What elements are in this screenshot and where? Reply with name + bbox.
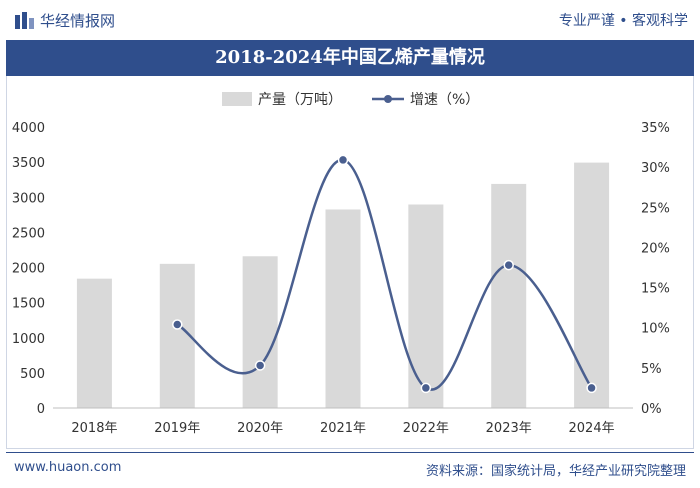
x-tick-label: 2024年 bbox=[569, 421, 615, 436]
growth-line bbox=[176, 158, 593, 391]
legend-line-marker bbox=[384, 95, 392, 103]
y-left-tick-label: 3500 bbox=[12, 156, 45, 171]
y-left-tick-label: 1000 bbox=[12, 332, 45, 347]
y-right-tick-label: 15% bbox=[641, 282, 670, 297]
growth-point-0 bbox=[172, 319, 183, 330]
bar-2 bbox=[242, 256, 278, 408]
bar-5 bbox=[491, 183, 527, 408]
y-left-tick-label: 0 bbox=[37, 402, 45, 417]
source-text: 资料来源：国家统计局，华经产业研究院整理 bbox=[425, 464, 686, 479]
bar-0 bbox=[76, 278, 112, 408]
y-right-tick-label: 10% bbox=[641, 322, 670, 337]
y-right-tick-label: 35% bbox=[641, 121, 670, 136]
footer: www.huaon.com 资料来源：国家统计局，华经产业研究院整理 bbox=[0, 452, 700, 488]
bar-4 bbox=[408, 204, 444, 408]
growth-point-1 bbox=[254, 360, 266, 371]
y-right-tick-label: 0% bbox=[641, 402, 662, 417]
growth-point-4 bbox=[503, 259, 514, 271]
title-bar: 2018-2024年中国乙烯产量情况 bbox=[6, 40, 694, 76]
y-left-tick-label: 2500 bbox=[12, 226, 45, 241]
y-right-tick-label: 5% bbox=[641, 362, 662, 377]
y-left-tick-label: 1500 bbox=[12, 297, 45, 312]
x-tick-label: 2021年 bbox=[320, 421, 366, 436]
y-right-tick-label: 20% bbox=[641, 241, 670, 256]
y-left-tick-label: 3000 bbox=[12, 191, 45, 206]
growth-point-3 bbox=[420, 382, 432, 394]
y-right-tick-label: 30% bbox=[641, 161, 670, 176]
legend-bar-swatch bbox=[222, 92, 252, 106]
x-tick-label: 2022年 bbox=[403, 421, 449, 436]
x-tick-label: 2023年 bbox=[486, 421, 532, 436]
x-tick-label: 2018年 bbox=[71, 421, 117, 436]
header: 华经情报网 专业严谨 • 客观科学 bbox=[0, 0, 700, 38]
brand-tagline: 专业严谨 • 客观科学 bbox=[558, 13, 688, 29]
x-tick-label: 2019年 bbox=[154, 421, 200, 436]
brand-logo-text: 华经情报网 bbox=[40, 12, 116, 30]
legend-bar-label: 产量（万吨） bbox=[258, 92, 342, 108]
y-left-tick-label: 2000 bbox=[12, 262, 45, 277]
logo-bars-icon bbox=[15, 12, 34, 29]
chart-title: 2018-2024年中国乙烯产量情况 bbox=[215, 47, 485, 68]
x-tick-label: 2020年 bbox=[237, 421, 283, 436]
bar-6 bbox=[574, 162, 610, 408]
chart: 0 500 1000 1500 2000 2500 3000 3500 4000 0% 5% 10% 1… bbox=[12, 92, 670, 436]
growth-point-2 bbox=[337, 154, 349, 166]
legend-line-label: 增速（%） bbox=[410, 92, 479, 108]
growth-point-5 bbox=[586, 382, 597, 394]
website-text: www.huaon.com bbox=[14, 460, 122, 475]
y-left-tick-label: 500 bbox=[20, 367, 45, 382]
y-right-tick-label: 25% bbox=[641, 201, 670, 216]
footer-divider bbox=[6, 452, 694, 453]
bar-3 bbox=[325, 209, 361, 408]
y-left-tick-label: 4000 bbox=[12, 121, 45, 136]
